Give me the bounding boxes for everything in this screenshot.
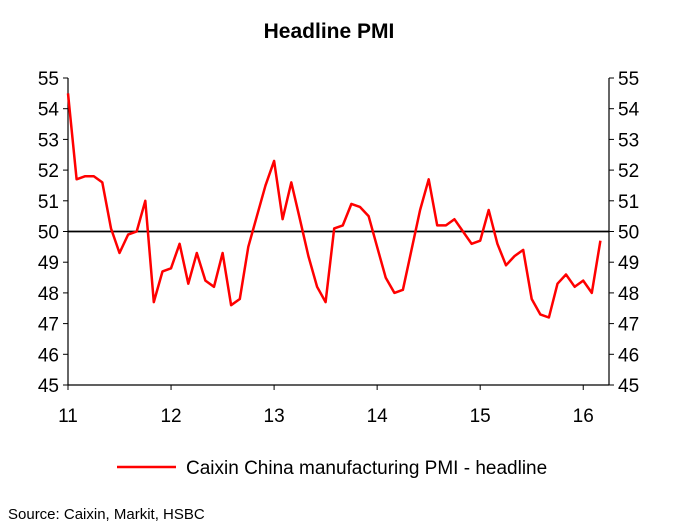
source-note: Source: Caixin, Markit, HSBC — [8, 506, 205, 523]
y-tick-label-right: 45 — [618, 376, 639, 397]
y-tick-label-left: 49 — [38, 253, 59, 274]
y-tick-label-left: 51 — [38, 192, 59, 213]
y-tick-label-left: 48 — [38, 284, 59, 305]
y-tick-label-right: 52 — [618, 161, 639, 182]
y-tick-label-left: 52 — [38, 161, 59, 182]
y-tick-label-left: 45 — [38, 376, 59, 397]
x-tick-label: 13 — [264, 406, 285, 427]
y-tick-label-left: 53 — [38, 130, 59, 151]
y-tick-label-left: 47 — [38, 315, 59, 336]
x-tick-label: 14 — [367, 406, 389, 427]
y-tick-label-left: 54 — [38, 100, 60, 121]
x-tick-label: 12 — [160, 406, 181, 427]
x-tick-label: 11 — [58, 406, 78, 427]
series-line-pmi-headline — [66, 93, 602, 319]
y-tick-label-right: 51 — [618, 192, 639, 213]
y-tick-label-right: 54 — [618, 100, 640, 121]
y-tick-label-left: 55 — [38, 69, 59, 90]
axes: 45 45 46 46 47 47 48 48 49 49 50 50 51 51 52 52 53 53 54 54… — [38, 69, 640, 427]
y-tick-label-right: 50 — [618, 223, 639, 244]
legend: Caixin China manufacturing PMI - headlin… — [117, 458, 547, 479]
y-tick-label-right: 48 — [618, 284, 639, 305]
y-tick-label-right: 46 — [618, 345, 639, 366]
y-tick-label-left: 50 — [38, 223, 59, 244]
legend-label: Caixin China manufacturing PMI - headlin… — [186, 458, 547, 479]
y-tick-label-right: 49 — [618, 253, 639, 274]
x-tick-label: 16 — [573, 406, 594, 427]
y-tick-label-right: 53 — [618, 130, 639, 151]
x-tick-label: 15 — [470, 406, 491, 427]
y-tick-label-right: 47 — [618, 315, 639, 336]
y-tick-label-left: 46 — [38, 345, 59, 366]
chart-title: Headline PMI — [264, 20, 395, 43]
series-layer — [66, 93, 602, 319]
y-tick-label-right: 55 — [618, 69, 639, 90]
